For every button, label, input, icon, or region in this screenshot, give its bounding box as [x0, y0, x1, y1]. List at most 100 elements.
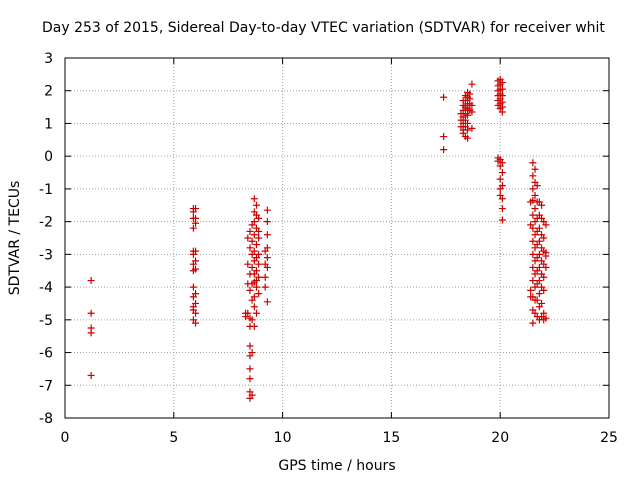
data-point: [498, 169, 506, 177]
data-point: [192, 265, 200, 273]
y-tick-label: -6: [39, 346, 53, 362]
data-point: [250, 293, 258, 301]
data-point: [246, 375, 254, 383]
data-point: [466, 90, 474, 98]
data-point: [261, 273, 269, 281]
axes: 0 5 10 15 20 25 -8 -7 -6 -5 -4 -3 -2 -1 0 1 2 3: [39, 51, 618, 446]
data-point: [440, 146, 448, 154]
data-point: [192, 247, 200, 255]
data-point: [535, 290, 543, 298]
chart-title: Day 253 of 2015, Sidereal Day-to-day VTE…: [42, 20, 605, 36]
data-point: [250, 231, 258, 239]
data-point: [248, 263, 256, 271]
x-tick-label: 25: [600, 430, 618, 446]
data-point: [533, 296, 541, 304]
data-point: [250, 322, 258, 330]
data-point: [535, 250, 543, 258]
data-point: [255, 260, 263, 268]
data-point: [535, 263, 543, 271]
data-point: [250, 247, 258, 255]
data-point: [496, 175, 504, 183]
data-point: [498, 159, 506, 167]
y-tick-label: -3: [39, 247, 53, 263]
data-point: [529, 319, 537, 327]
y-tick-label: -5: [39, 313, 53, 329]
x-tick-label: 20: [491, 430, 509, 446]
data-point: [540, 309, 548, 317]
grid: [65, 58, 609, 418]
data-point: [244, 260, 252, 268]
x-tick-label: 15: [382, 430, 400, 446]
y-tick-label: -7: [39, 378, 53, 394]
data-point: [87, 329, 95, 337]
data-point: [192, 309, 200, 317]
data-point: [529, 185, 537, 193]
y-tick-label: -4: [39, 280, 53, 296]
data-point: [498, 108, 506, 116]
data-point: [498, 205, 506, 213]
data-point: [529, 237, 537, 245]
data-point: [250, 303, 258, 311]
data-point: [246, 244, 254, 252]
data-point: [527, 286, 535, 294]
data-point: [252, 267, 260, 275]
data-point: [535, 224, 543, 232]
data-point: [255, 234, 263, 242]
data-point: [542, 263, 550, 271]
data-point: [87, 309, 95, 317]
data-point: [531, 165, 539, 173]
data-point: [263, 206, 271, 214]
data-point: [531, 191, 539, 199]
data-point: [250, 218, 258, 226]
data-point: [248, 391, 256, 399]
data-point: [529, 211, 537, 219]
data-point: [529, 172, 537, 180]
data-point: [468, 80, 476, 88]
data-point: [498, 195, 506, 203]
data-point: [535, 277, 543, 285]
data-point: [529, 277, 537, 285]
data-point: [252, 309, 260, 317]
data-point: [263, 263, 271, 271]
data-point: [248, 316, 256, 324]
data-point: [246, 227, 254, 235]
data-point: [248, 349, 256, 357]
x-tick-label: 10: [274, 430, 292, 446]
data-point: [464, 126, 472, 134]
data-point: [529, 250, 537, 258]
data-point: [498, 85, 506, 93]
data-point: [192, 205, 200, 213]
data-point: [542, 221, 550, 229]
y-tick-label: 0: [44, 149, 53, 165]
data-point: [192, 219, 200, 227]
data-point: [535, 237, 543, 245]
data-point: [261, 283, 269, 291]
data-point: [540, 273, 548, 281]
data-point: [538, 201, 546, 209]
data-point: [540, 286, 548, 294]
data-point: [250, 195, 258, 203]
plot-frame: [64, 57, 610, 419]
data-point: [468, 108, 476, 116]
data-point: [252, 201, 260, 209]
data-point: [189, 224, 197, 232]
data-point: [529, 159, 537, 167]
data-point: [192, 290, 200, 298]
data-point: [189, 283, 197, 291]
data-point: [498, 92, 506, 100]
data-point: [255, 290, 263, 298]
data-point: [263, 218, 271, 226]
data-points: [87, 75, 550, 402]
y-tick-label: 2: [44, 84, 53, 100]
data-point: [263, 231, 271, 239]
data-point: [498, 79, 506, 87]
data-point: [531, 205, 539, 213]
data-point: [87, 277, 95, 285]
data-point: [246, 286, 254, 294]
data-point: [192, 319, 200, 327]
data-point: [263, 254, 271, 262]
data-point: [468, 101, 476, 109]
data-point: [255, 227, 263, 235]
x-tick-label: 5: [169, 430, 178, 446]
data-point: [538, 299, 546, 307]
